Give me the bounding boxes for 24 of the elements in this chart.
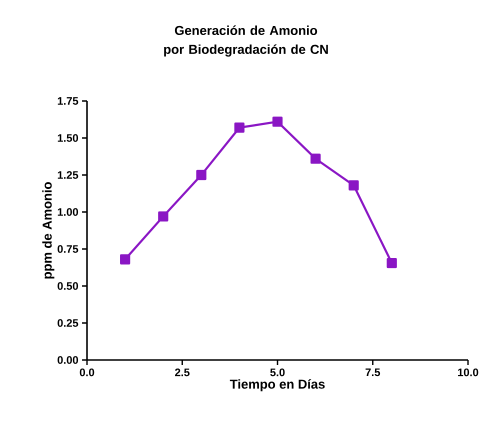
y-tick-label: 0.50 (58, 282, 78, 290)
y-tick-label: 0.75 (58, 245, 78, 253)
y-tick-label: 1.25 (58, 171, 78, 179)
x-tick-label: 2.5 (175, 368, 190, 376)
y-axis-title: ppm de Amonio (42, 182, 54, 279)
point (120, 254, 130, 264)
y-tick-label: 1.50 (58, 134, 78, 142)
y-tick-label: 0.25 (58, 319, 78, 327)
y-tick-label: 1.00 (58, 208, 78, 216)
point (310, 154, 321, 164)
point (158, 211, 168, 222)
x-tick-label: 7.5 (366, 368, 380, 376)
y-tick-label: 0.00 (58, 356, 78, 364)
x-tick-label: 10.0 (458, 368, 478, 376)
point (348, 180, 359, 190)
point (196, 170, 206, 180)
x-axis-title: Tiempo en Días (230, 379, 325, 392)
y-tick-label: 1.75 (58, 97, 78, 105)
x-tick-label: 0.0 (80, 368, 94, 376)
x-tick-label: 5.0 (270, 368, 285, 376)
point (272, 116, 283, 127)
point (234, 122, 244, 133)
point (386, 258, 397, 268)
chart-title: Generación de Amonio por Biodegradación de CN (164, 25, 328, 57)
